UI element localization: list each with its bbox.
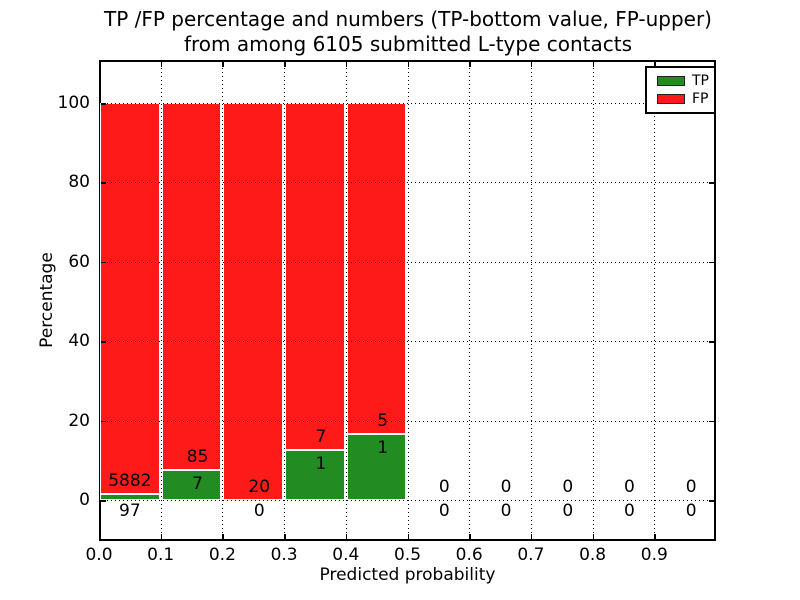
y-tick-label: 40 <box>68 331 90 352</box>
x-tick-label: 0.1 <box>147 545 175 565</box>
x-tick-label: 0.6 <box>455 545 483 565</box>
x-tick-mark-top <box>345 62 348 67</box>
legend-item-tp: TP <box>647 74 714 88</box>
fp-swatch-icon <box>657 94 685 104</box>
fp-count-label: 5 <box>377 410 389 431</box>
legend-item-fp: FP <box>647 92 714 106</box>
x-tick-label: 0.9 <box>640 545 668 565</box>
x-tick-mark <box>530 534 533 539</box>
fp-count-label: 0 <box>438 477 450 497</box>
tp-count-label: 1 <box>377 437 389 458</box>
v-gridline <box>407 60 409 541</box>
y-tick-mark-right <box>709 420 714 423</box>
v-gridline <box>530 60 532 541</box>
y-tick-mark-right <box>709 341 714 343</box>
y-tick-mark-right <box>709 182 714 184</box>
x-tick-mark-top <box>469 62 471 67</box>
x-tick-mark-top <box>99 62 101 67</box>
bar-segment-tp <box>161 469 222 500</box>
fp-count-label: 5882 <box>108 470 152 491</box>
x-tick-mark <box>407 534 409 539</box>
y-tick-mark-right <box>709 500 714 502</box>
x-tick-mark-top <box>592 62 595 67</box>
y-tick-label: 80 <box>68 172 90 193</box>
x-tick-mark-top <box>530 62 533 67</box>
y-tick-mark <box>101 261 106 264</box>
x-tick-label: 0.3 <box>270 545 298 565</box>
x-axis-label: Predicted probability <box>319 565 496 585</box>
x-tick-mark-top <box>222 62 224 67</box>
tp-count-label: 0 <box>253 501 265 521</box>
fp-count-label: 0 <box>500 477 512 497</box>
y-tick-mark-right <box>709 261 714 264</box>
x-tick-mark-top <box>160 62 163 67</box>
x-tick-label: 0.7 <box>517 545 545 565</box>
v-gridline <box>654 60 656 541</box>
x-tick-label: 0.4 <box>332 545 360 565</box>
tp-count-label: 0 <box>438 501 450 521</box>
tp-count-label: 0 <box>685 501 697 521</box>
fp-count-label: 0 <box>562 477 574 497</box>
chart-title-line2: from among 6105 submitted L-type contact… <box>183 32 633 56</box>
x-tick-mark <box>160 534 163 539</box>
fp-count-label: 0 <box>624 477 635 497</box>
bar-segment-tp <box>285 450 345 500</box>
x-tick-label: 0.0 <box>85 545 113 565</box>
y-tick-label: 60 <box>68 251 90 272</box>
tp-count-label: 0 <box>562 501 574 521</box>
v-gridline <box>284 60 286 541</box>
legend-label-tp: TP <box>692 73 709 89</box>
v-gridline <box>469 60 471 541</box>
x-tick-mark <box>592 534 595 539</box>
y-tick-mark <box>101 420 106 423</box>
x-tick-label: 0.5 <box>393 545 422 565</box>
x-tick-mark <box>345 534 348 539</box>
bar-segment-fp <box>161 103 222 470</box>
x-tick-mark-top <box>407 62 409 67</box>
fp-count-label: 7 <box>315 427 327 448</box>
bar-segment-fp <box>223 103 284 500</box>
v-gridline <box>345 60 347 541</box>
fp-count-label: 0 <box>685 477 697 497</box>
tp-count-label: 97 <box>119 501 141 521</box>
tp-count-label: 0 <box>624 501 635 521</box>
bar-segment-tp <box>346 433 407 500</box>
y-tick-mark <box>101 341 106 343</box>
x-tick-mark <box>469 534 471 539</box>
x-tick-label: 0.8 <box>579 545 607 565</box>
fp-count-label: 20 <box>248 477 271 497</box>
x-tick-mark-top <box>284 62 286 67</box>
bar-segment-fp <box>346 103 407 434</box>
tp-count-label: 0 <box>500 501 512 521</box>
v-gridline <box>160 60 162 541</box>
legend: TP FP <box>645 66 716 114</box>
bar-segment-fp <box>285 103 345 451</box>
legend-label-fp: FP <box>692 91 709 107</box>
tp-swatch-icon <box>657 76 685 86</box>
chart-title-line1: TP /FP percentage and numbers (TP-bottom… <box>104 7 712 31</box>
y-tick-mark <box>101 103 106 105</box>
y-tick-mark <box>101 500 106 502</box>
x-tick-mark <box>222 534 224 539</box>
x-tick-mark <box>99 534 101 539</box>
fp-count-label: 85 <box>186 446 209 467</box>
bar-segment-fp <box>100 103 160 494</box>
y-tick-label: 0 <box>79 490 90 510</box>
x-tick-mark <box>284 534 286 539</box>
v-gridline <box>222 60 224 541</box>
v-gridline <box>592 60 594 541</box>
tp-count-label: 7 <box>192 473 203 494</box>
chart-title: TP /FP percentage and numbers (TP-bottom… <box>8 7 800 57</box>
y-tick-mark <box>101 182 106 184</box>
x-tick-label: 0.2 <box>208 545 236 565</box>
x-tick-mark <box>654 534 656 539</box>
x-tick-mark-top <box>654 62 656 67</box>
bar-segment-tp <box>100 493 160 500</box>
y-tick-label: 20 <box>68 410 90 431</box>
y-tick-label: 100 <box>57 93 90 113</box>
tp-count-label: 1 <box>315 454 327 475</box>
